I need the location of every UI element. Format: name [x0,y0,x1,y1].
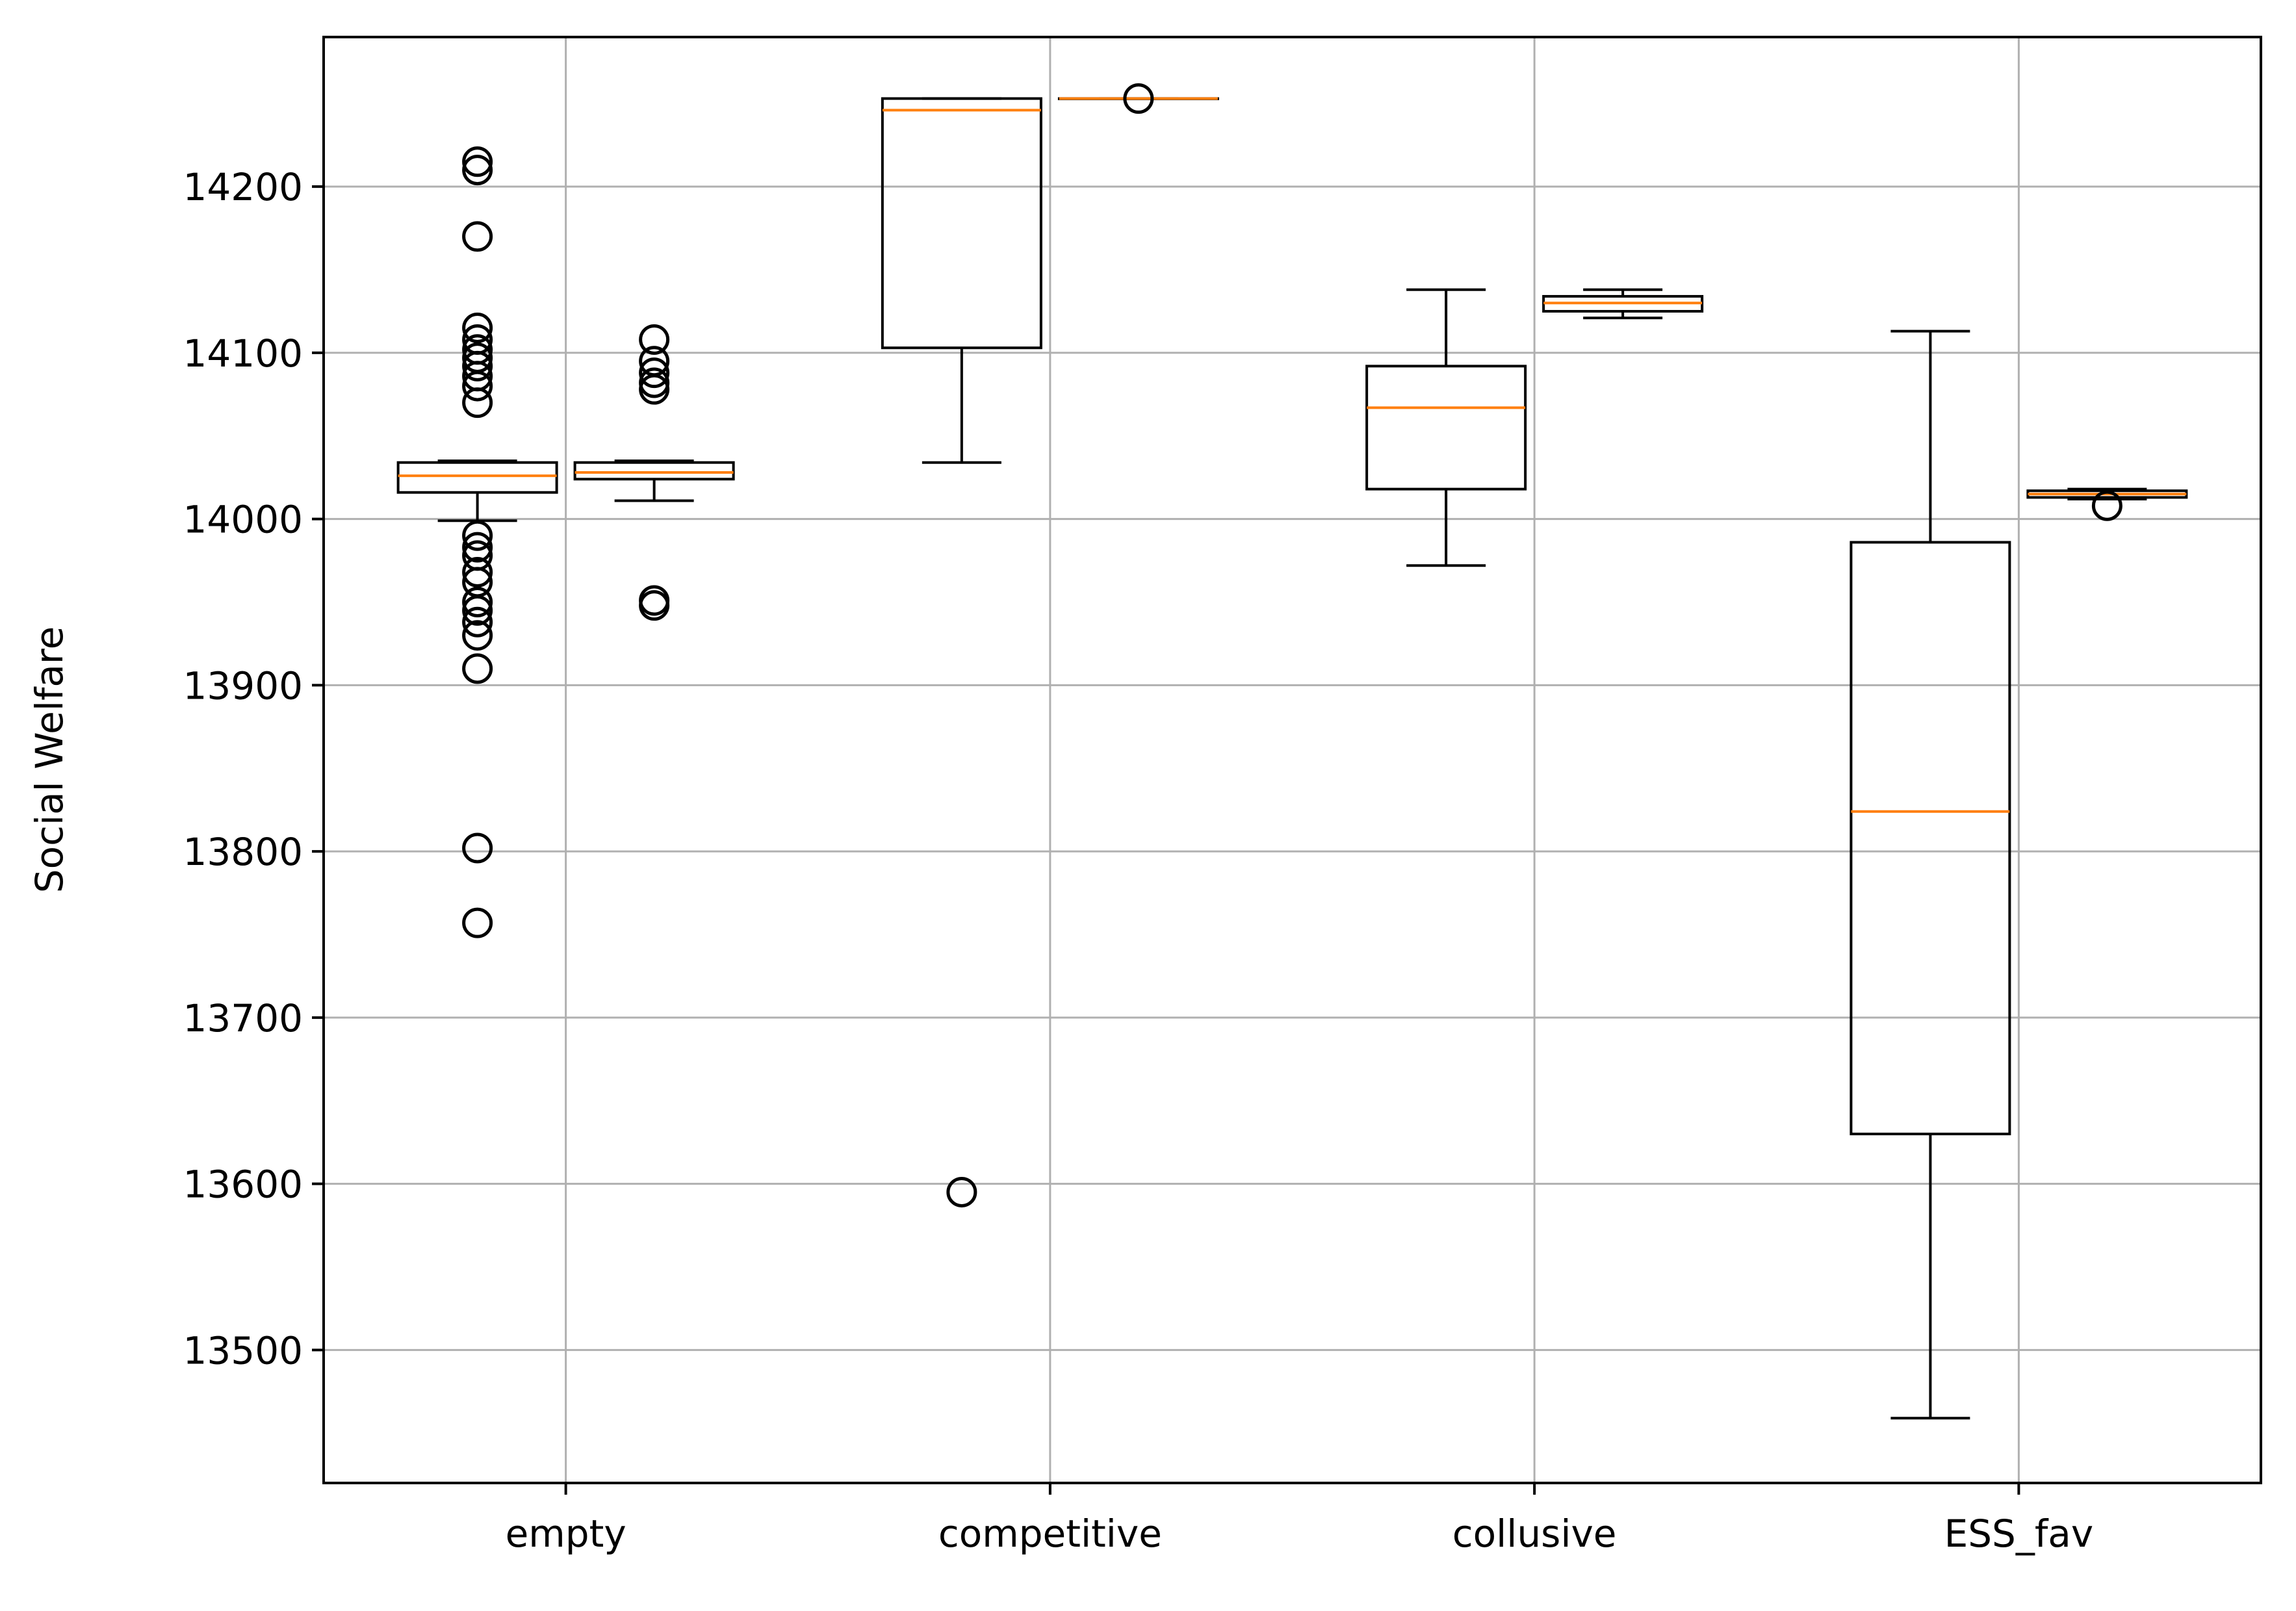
y-axis-label: Social Welfare [27,626,71,893]
y-tick-label: 14100 [183,331,303,376]
outlier-point [946,1176,977,1207]
box-series [396,83,2188,1420]
outlier-point [462,620,493,651]
outlier-point [462,387,493,419]
box-competitive-left [881,97,1042,1207]
y-tick-label: 13600 [183,1163,303,1207]
box-body [1850,541,2011,1135]
outlier-point [462,532,493,563]
box-empty-right [573,324,735,621]
outlier-point [462,520,493,551]
outlier-point [462,587,493,618]
box-body [1365,365,1527,491]
box-collusive-left [1365,288,1527,567]
outlier-point [639,324,670,355]
outlier-point [639,357,670,389]
outlier-point [1123,83,1154,114]
box-body [396,461,558,494]
box-collusive-right [1542,288,1704,320]
y-tick-label: 13800 [183,830,303,874]
box-ess-fav-right [2026,487,2188,521]
box-body [881,97,1042,350]
x-tick-label: competitive [938,1512,1162,1556]
outlier-point [2091,490,2122,521]
outlier-point [462,595,493,626]
box-competitive-right [1057,83,1219,114]
x-tick-label: collusive [1452,1512,1617,1556]
box-body [573,461,735,481]
y-tick-label: 13700 [183,996,303,1040]
outlier-point [462,313,493,344]
outlier-point [462,155,493,186]
outlier-point [462,221,493,252]
y-tick-label: 14200 [183,165,303,209]
outlier-point [639,590,670,621]
outlier-point [462,606,493,638]
outlier-point [462,146,493,177]
outlier-point [462,907,493,938]
outlier-point [462,653,493,684]
outlier-point [462,832,493,864]
box-empty-left [396,146,558,938]
x-tick-label: ESS_fav [1944,1512,2094,1556]
outlier-point [462,350,493,381]
y-tick-label: 13900 [183,664,303,708]
outlier-point [639,374,670,405]
axis-ticks: empty competitive collusive ESS_fav 13500 136… [183,165,2093,1556]
grid-lines [324,37,2261,1483]
outlier-point [462,557,493,588]
x-tick-label: empty [506,1512,626,1556]
outlier-point [462,370,493,402]
y-tick-label: 14000 [183,498,303,542]
y-tick-label: 13500 [183,1328,303,1373]
plot-area-frame [322,36,2262,1484]
box-ess-fav-left [1850,329,2011,1420]
